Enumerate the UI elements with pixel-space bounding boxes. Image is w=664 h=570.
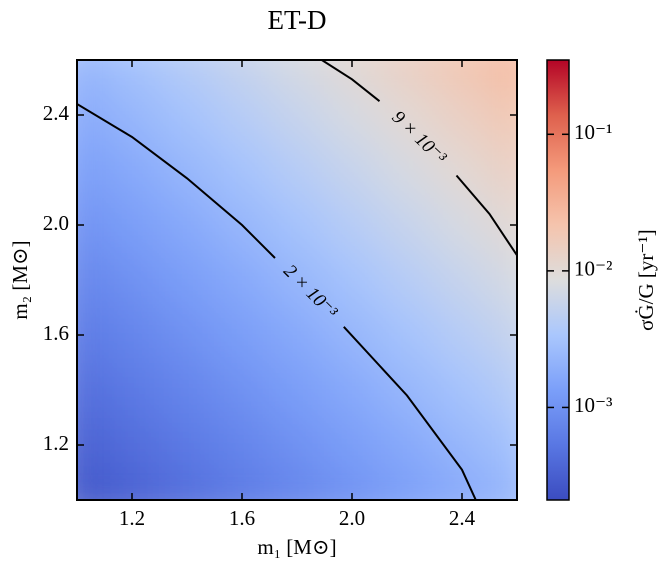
x-tick-label: 2.4 bbox=[449, 506, 476, 530]
y-axis-label: m₂ [M⊙] bbox=[8, 240, 32, 319]
heat-cell bbox=[269, 142, 325, 198]
heat-cell bbox=[269, 60, 325, 88]
heat-cell bbox=[434, 362, 490, 418]
heat-cell bbox=[159, 142, 215, 198]
heat-cell bbox=[269, 472, 325, 500]
chart-title: ET-D bbox=[268, 5, 327, 35]
x-tick-label: 2.0 bbox=[339, 506, 365, 530]
colorbar bbox=[546, 59, 570, 501]
heat-cell bbox=[269, 362, 325, 418]
heat-cell bbox=[379, 252, 435, 308]
heat-cell bbox=[104, 142, 160, 198]
contour-line bbox=[77, 103, 477, 500]
heat-cell bbox=[434, 142, 490, 198]
heat-cell bbox=[269, 417, 325, 473]
y-tick-label: 2.0 bbox=[43, 211, 69, 235]
heat-cell bbox=[159, 362, 215, 418]
heat-cell bbox=[379, 362, 435, 418]
heat-cell bbox=[159, 87, 215, 143]
heat-cell bbox=[214, 307, 270, 363]
plot-frame bbox=[76, 59, 518, 501]
x-tick-label: 1.2 bbox=[119, 506, 145, 530]
heat-cell bbox=[159, 60, 215, 88]
heat-cell bbox=[104, 197, 160, 253]
x-axis-label: m₁ [M⊙] bbox=[257, 535, 336, 559]
colorbar-tick-label: 10⁻¹ bbox=[574, 120, 612, 144]
heat-cell bbox=[269, 252, 325, 308]
heat-cell bbox=[159, 197, 215, 253]
heat-cell bbox=[434, 307, 490, 363]
heat-cell bbox=[379, 197, 435, 253]
heat-cell bbox=[324, 417, 380, 473]
heat-cell bbox=[489, 472, 517, 500]
heat-cell bbox=[379, 472, 435, 500]
heat-cell bbox=[379, 87, 435, 143]
heat-cell bbox=[379, 142, 435, 198]
heat-cell bbox=[214, 142, 270, 198]
heat-cell bbox=[104, 87, 160, 143]
heat-cell bbox=[489, 142, 517, 198]
heat-cell bbox=[269, 87, 325, 143]
heat-cell bbox=[77, 472, 105, 500]
y-tick-label: 1.6 bbox=[43, 321, 69, 345]
x-tick-label: 1.6 bbox=[229, 506, 255, 530]
heat-cell bbox=[434, 252, 490, 308]
heat-cell bbox=[379, 307, 435, 363]
heat-cell bbox=[214, 87, 270, 143]
heat-cell bbox=[434, 87, 490, 143]
heat-cell bbox=[324, 197, 380, 253]
y-tick-label: 2.4 bbox=[43, 101, 70, 125]
heat-cell bbox=[159, 252, 215, 308]
contours bbox=[77, 60, 517, 500]
heat-cell bbox=[379, 417, 435, 473]
y-tick-label: 1.2 bbox=[43, 431, 69, 455]
heat-cell bbox=[159, 417, 215, 473]
heat-cell bbox=[159, 472, 215, 500]
heat-cell bbox=[77, 60, 105, 88]
heat-cell bbox=[214, 362, 270, 418]
heat-cell bbox=[324, 142, 380, 198]
heat-cell bbox=[214, 252, 270, 308]
heat-cell bbox=[434, 197, 490, 253]
heat-cell bbox=[489, 252, 517, 308]
heat-cell bbox=[489, 362, 517, 418]
colorbar-label: σĠ/G [yr⁻¹] bbox=[634, 229, 658, 331]
heat-cell bbox=[104, 252, 160, 308]
heat-cell bbox=[77, 362, 105, 418]
heat-cell bbox=[214, 417, 270, 473]
heat-cell bbox=[269, 307, 325, 363]
heat-cell bbox=[104, 362, 160, 418]
heat-cell bbox=[159, 307, 215, 363]
colorbar-tick-label: 10⁻³ bbox=[574, 393, 612, 417]
heat-cell bbox=[324, 87, 380, 143]
heat-cell bbox=[324, 252, 380, 308]
heat-cell bbox=[489, 60, 517, 88]
heat-cell bbox=[379, 60, 435, 88]
colorbar-tick-label: 10⁻² bbox=[574, 257, 612, 281]
heat-cell bbox=[77, 142, 105, 198]
heat-cell bbox=[104, 417, 160, 473]
heat-cell bbox=[324, 362, 380, 418]
heat-cell bbox=[269, 197, 325, 253]
heat-cell bbox=[104, 307, 160, 363]
heat-cell bbox=[77, 252, 105, 308]
contour-line bbox=[321, 60, 517, 256]
